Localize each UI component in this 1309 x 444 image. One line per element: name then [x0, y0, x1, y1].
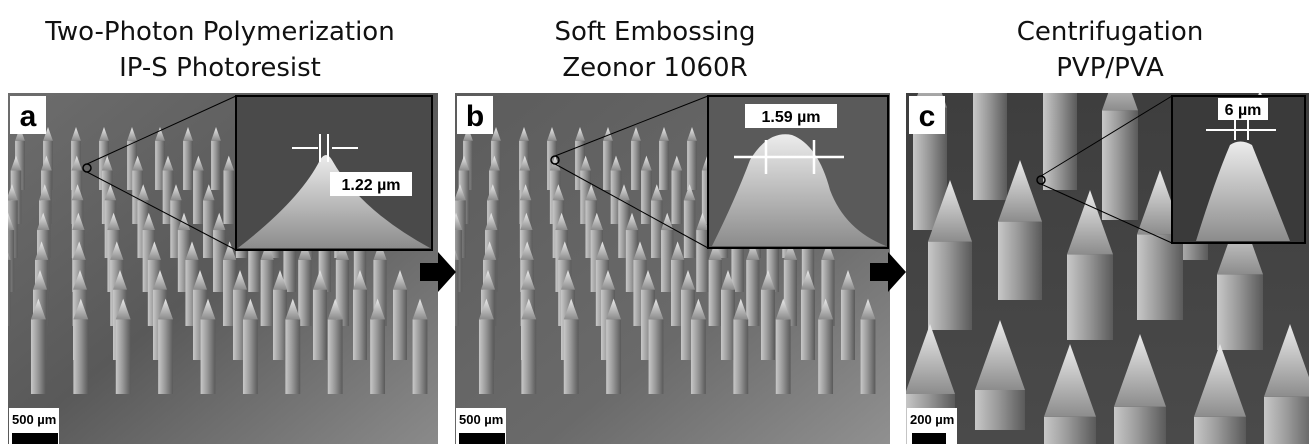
title-line: Centrifugation [1017, 17, 1204, 47]
title-line: Zeonor 1060R [562, 53, 747, 83]
figure: Two-Photon Polymerization IP-S Photoresi… [0, 0, 1309, 444]
page: {"panels": [ {"title": ["Two-Photon Poly… [0, 0, 1309, 444]
measurement: 1.59 µm [761, 109, 820, 126]
title-line: Soft Embossing [554, 17, 755, 47]
scale-bar [459, 433, 505, 444]
scale-bar [12, 433, 58, 444]
scale-bar-label: 200 µm [910, 412, 954, 427]
scale-bar-label: 500 µm [12, 412, 56, 427]
needle [0, 299, 3, 394]
needle [973, 40, 1007, 200]
panel-label: a [20, 100, 37, 133]
title-line: Two-Photon Polymerization [44, 17, 394, 47]
title-line: PVP/PVA [1056, 53, 1164, 83]
needle [0, 270, 7, 360]
needle [437, 299, 452, 394]
measurement: 1.22 µm [341, 177, 400, 194]
panel-label: b [466, 100, 484, 133]
measurement: 6 µm [1225, 102, 1262, 119]
needle [1102, 60, 1138, 220]
scale-bar-label: 500 µm [459, 412, 503, 427]
panel-label: c [919, 100, 936, 133]
title-line: IP-S Photoresist [119, 53, 321, 83]
scale-bar [912, 433, 946, 444]
